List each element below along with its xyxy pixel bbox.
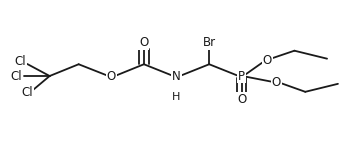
Text: N: N [172,69,181,83]
Text: Cl: Cl [21,86,33,99]
Text: Cl: Cl [10,69,22,83]
Text: O: O [107,69,116,83]
Text: O: O [272,76,281,89]
Text: Cl: Cl [15,55,27,68]
Text: H: H [173,92,181,102]
Text: O: O [262,54,272,67]
Text: Br: Br [203,36,216,49]
Text: P: P [238,69,245,83]
Text: O: O [237,93,246,106]
Text: O: O [139,36,149,49]
